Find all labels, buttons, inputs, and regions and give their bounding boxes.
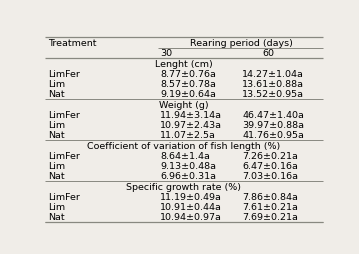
Text: 7.69±0.21a: 7.69±0.21a [242, 213, 298, 221]
Text: 8.77±0.76a: 8.77±0.76a [160, 70, 216, 78]
Text: 9.13±0.48a: 9.13±0.48a [160, 162, 216, 170]
Text: 13.61±0.88a: 13.61±0.88a [242, 80, 304, 89]
Text: 10.94±0.97a: 10.94±0.97a [160, 213, 222, 221]
Text: Nat: Nat [48, 131, 64, 140]
Text: Nat: Nat [48, 213, 64, 221]
Text: 8.64±1.4a: 8.64±1.4a [160, 151, 210, 160]
Text: Lim: Lim [48, 202, 65, 211]
Text: 8.57±0.78a: 8.57±0.78a [160, 80, 216, 89]
Text: Rearing period (days): Rearing period (days) [190, 39, 293, 48]
Text: 6.96±0.31a: 6.96±0.31a [160, 172, 216, 181]
Text: 41.76±0.95a: 41.76±0.95a [242, 131, 304, 140]
Text: 14.27±1.04a: 14.27±1.04a [242, 70, 304, 78]
Text: 7.26±0.21a: 7.26±0.21a [242, 151, 298, 160]
Text: 7.86±0.84a: 7.86±0.84a [242, 192, 298, 201]
Text: Lim: Lim [48, 162, 65, 170]
Text: 30: 30 [160, 49, 172, 58]
Text: Treatment: Treatment [48, 39, 96, 48]
Text: Coefficient of variation of fish length (%): Coefficient of variation of fish length … [87, 141, 281, 150]
Text: 11.07±2.5a: 11.07±2.5a [160, 131, 216, 140]
Text: Specific growth rate (%): Specific growth rate (%) [126, 182, 242, 191]
Text: 60: 60 [262, 49, 274, 58]
Text: 6.47±0.16a: 6.47±0.16a [242, 162, 298, 170]
Text: Lim: Lim [48, 80, 65, 89]
Text: 9.19±0.64a: 9.19±0.64a [160, 90, 216, 99]
Text: Nat: Nat [48, 172, 64, 181]
Text: LimFer: LimFer [48, 192, 80, 201]
Text: 13.52±0.95a: 13.52±0.95a [242, 90, 304, 99]
Text: 7.03±0.16a: 7.03±0.16a [242, 172, 298, 181]
Text: 10.91±0.44a: 10.91±0.44a [160, 202, 222, 211]
Text: 10.97±2.43a: 10.97±2.43a [160, 121, 222, 130]
Text: Lenght (cm): Lenght (cm) [155, 59, 213, 68]
Text: 11.19±0.49a: 11.19±0.49a [160, 192, 222, 201]
Text: 46.47±1.40a: 46.47±1.40a [242, 110, 304, 119]
Text: 11.94±3.14a: 11.94±3.14a [160, 110, 222, 119]
Text: LimFer: LimFer [48, 70, 80, 78]
Text: Nat: Nat [48, 90, 64, 99]
Text: LimFer: LimFer [48, 151, 80, 160]
Text: 7.61±0.21a: 7.61±0.21a [242, 202, 298, 211]
Text: LimFer: LimFer [48, 110, 80, 119]
Text: 39.97±0.88a: 39.97±0.88a [242, 121, 304, 130]
Text: Lim: Lim [48, 121, 65, 130]
Text: Weight (g): Weight (g) [159, 100, 209, 109]
